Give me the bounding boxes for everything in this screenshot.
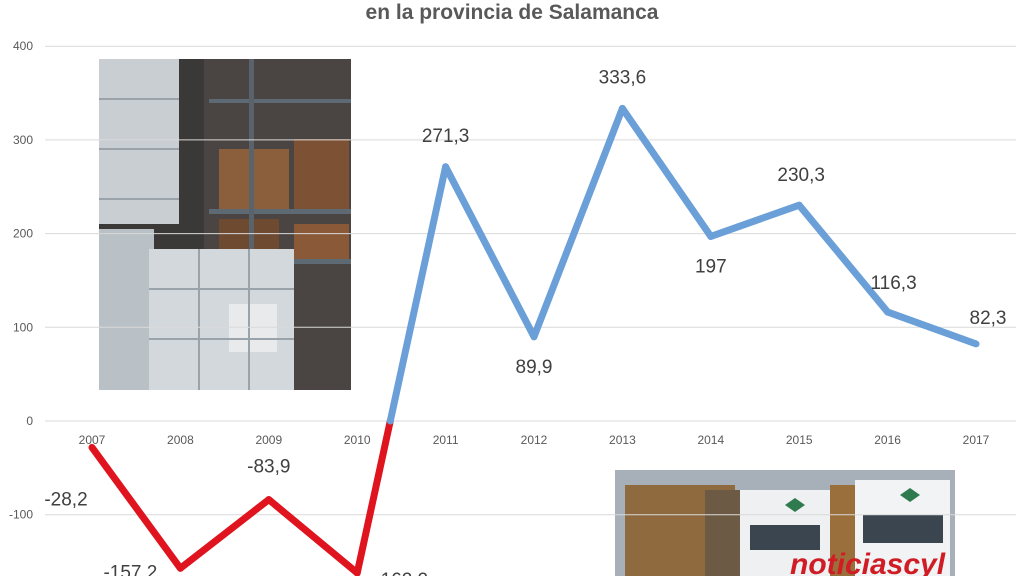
data-label: 197	[695, 256, 727, 277]
data-label: 82,3	[970, 308, 1007, 329]
line-segment-negative	[353, 417, 394, 576]
data-label: 116,3	[871, 273, 917, 294]
data-label: 333,6	[599, 67, 647, 88]
line-segment-positive	[795, 201, 892, 316]
line-segment-negative	[176, 496, 273, 572]
trucks-photo	[615, 470, 955, 576]
data-label: -162,2	[374, 570, 428, 576]
x-tick-label: 2017	[963, 433, 990, 447]
x-tick-label: 2011	[433, 433, 459, 447]
x-tick-label: 2013	[609, 433, 636, 447]
x-tick-label: 2009	[255, 433, 282, 447]
x-tick-label: 2015	[786, 433, 813, 447]
y-axis-ticks: 400 300 200 100 0 -100	[9, 39, 33, 522]
line-segment-positive	[707, 201, 803, 240]
y-tick-label: 200	[13, 227, 33, 241]
data-label: 271,3	[422, 126, 470, 147]
y-tick-label: -100	[9, 508, 33, 522]
line-segment-positive	[386, 163, 450, 425]
data-label: 230,3	[777, 165, 825, 186]
data-labels: -28,2 -157,2 -83,9 -162,2 271,3 89,9 333,6 197 2…	[44, 67, 1006, 576]
x-tick-label: 2012	[521, 433, 548, 447]
line-segment-positive	[530, 104, 626, 341]
line-segment-negative	[88, 443, 184, 572]
trucks-illustration	[615, 470, 955, 576]
line-segment-positive	[618, 104, 715, 240]
warehouse-photo	[99, 59, 351, 390]
data-label: -157,2	[103, 562, 157, 576]
line-segment-negative	[265, 496, 361, 576]
line-segment-positive	[884, 308, 980, 348]
x-tick-label: 2008	[167, 433, 194, 447]
y-tick-label: 100	[13, 320, 33, 334]
line-segment-positive	[442, 163, 538, 341]
series-line	[88, 104, 980, 576]
chart-title: en la provincia de Salamanca	[365, 1, 659, 24]
x-tick-label: 2010	[344, 433, 371, 447]
y-tick-label: 400	[13, 39, 33, 53]
noticiascyl-logo: noticiascyl	[790, 548, 945, 576]
x-tick-label: 2014	[697, 433, 724, 447]
data-label: 89,9	[516, 357, 553, 378]
warehouse-illustration	[99, 59, 351, 390]
data-label: -83,9	[247, 457, 290, 478]
y-tick-label: 0	[26, 414, 33, 428]
data-label: -28,2	[44, 489, 87, 510]
x-tick-label: 2007	[79, 433, 106, 447]
y-tick-label: 300	[13, 133, 33, 147]
x-tick-label: 2016	[874, 433, 901, 447]
watermark-text: noticiascyl	[790, 548, 946, 576]
x-axis-ticks: 2007 2008 2009 2010 2011 2012 2013 2014 2015 2016…	[79, 433, 990, 447]
